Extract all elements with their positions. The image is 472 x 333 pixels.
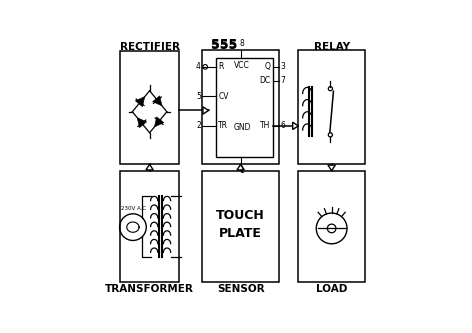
Text: GND: GND [233,123,251,132]
Text: 5: 5 [196,92,201,101]
Bar [120,171,179,282]
Polygon shape [137,118,147,128]
Text: SENSOR: SENSOR [217,284,264,294]
Polygon shape [152,96,162,106]
Bar [202,171,279,282]
Bar [120,52,179,164]
Text: 555: 555 [211,38,237,51]
Text: LOAD: LOAD [316,284,347,294]
Text: 8: 8 [239,39,244,48]
Text: TRANSFORMER: TRANSFORMER [105,284,194,294]
Bar [202,50,279,164]
Text: VCC: VCC [234,61,250,70]
Text: RECTIFIER: RECTIFIER [119,42,179,52]
Text: 6: 6 [280,121,285,130]
Polygon shape [237,164,244,170]
Text: TR: TR [219,121,228,130]
Polygon shape [154,117,164,127]
Text: RELAY: RELAY [313,42,350,52]
Text: 555: 555 [211,39,237,52]
Text: 230V A.C: 230V A.C [121,206,146,211]
Bar [298,171,365,282]
Text: TOUCH
PLATE: TOUCH PLATE [216,209,265,240]
Text: DC: DC [260,77,270,86]
Text: TH: TH [260,121,270,130]
Polygon shape [146,164,153,170]
Bar [216,58,273,157]
Polygon shape [135,97,145,107]
Text: Q: Q [265,62,270,71]
Text: 3: 3 [280,62,285,71]
Bar [298,50,365,164]
Polygon shape [328,165,335,171]
Polygon shape [203,107,209,114]
Text: 7: 7 [280,77,285,86]
Text: 2: 2 [196,121,201,130]
Polygon shape [293,122,298,130]
Text: R: R [219,62,224,71]
Text: 4: 4 [196,62,201,71]
Text: CV: CV [219,92,229,101]
Text: 1: 1 [239,166,244,174]
